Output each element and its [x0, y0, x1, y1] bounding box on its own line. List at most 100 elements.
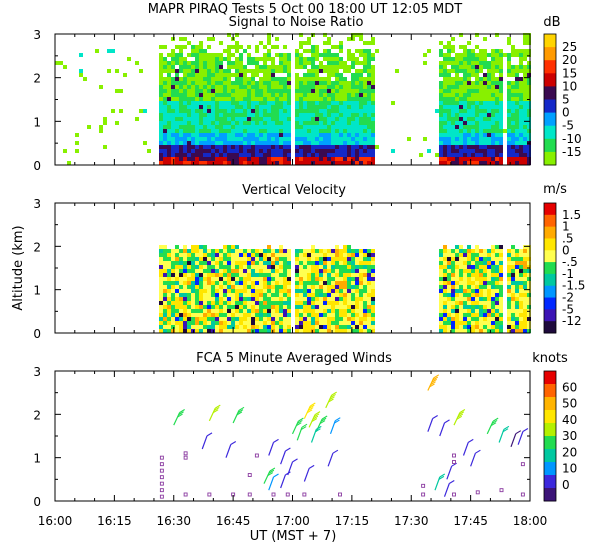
snr-cell — [247, 129, 251, 133]
velocity-cell — [251, 309, 255, 313]
snr-cell — [299, 45, 303, 49]
velocity-cell — [243, 325, 247, 329]
velocity-cell — [231, 297, 235, 301]
barb-flag — [321, 415, 328, 420]
snr-cell — [211, 53, 215, 57]
snr-cell — [311, 161, 315, 165]
snr-cell — [495, 129, 499, 133]
velocity-cell — [483, 325, 487, 329]
colorbar-swatch — [544, 262, 556, 275]
snr-cell — [363, 57, 367, 61]
snr-cell — [287, 85, 291, 89]
snr-cell — [423, 137, 427, 141]
snr-cell — [323, 93, 327, 97]
velocity-cell — [167, 313, 171, 317]
velocity-cell — [519, 297, 523, 301]
velocity-cell — [483, 261, 487, 265]
velocity-cell — [227, 301, 231, 305]
velocity-cell — [371, 261, 375, 265]
snr-cell — [279, 93, 283, 97]
velocity-cell — [523, 297, 527, 301]
velocity-cell — [351, 325, 355, 329]
snr-cell — [215, 101, 219, 105]
snr-cell — [199, 73, 203, 77]
snr-cell — [335, 141, 339, 145]
snr-cell — [455, 113, 459, 117]
snr-cell — [199, 65, 203, 69]
snr-cell — [339, 161, 343, 165]
snr-cell — [179, 157, 183, 161]
snr-cell — [363, 153, 367, 157]
snr-cell — [187, 161, 191, 165]
velocity-cell — [303, 249, 307, 253]
velocity-cell — [187, 305, 191, 309]
velocity-cell — [331, 317, 335, 321]
velocity-cell — [363, 293, 367, 297]
snr-cell — [295, 81, 299, 85]
velocity-cell — [351, 269, 355, 273]
snr-cell — [515, 85, 519, 89]
snr-cell — [487, 93, 491, 97]
snr-cell — [255, 61, 259, 65]
snr-cell — [259, 157, 263, 161]
snr-cell — [323, 41, 327, 45]
snr-cell — [491, 73, 495, 77]
snr-cell — [227, 117, 231, 121]
velocity-cell — [311, 281, 315, 285]
velocity-cell — [499, 301, 503, 305]
velocity-cell — [487, 293, 491, 297]
snr-cell — [219, 113, 223, 117]
colorbar-swatch — [544, 462, 556, 476]
velocity-cell — [511, 321, 515, 325]
snr-cell — [283, 93, 287, 97]
snr-cell — [187, 61, 191, 65]
snr-cell — [443, 89, 447, 93]
x-tick-labels: 16:00 16:15 16:30 16:45 17:00 17:15 17:30 17:45… — [38, 514, 548, 528]
snr-cell — [315, 125, 319, 129]
velocity-cell — [167, 305, 171, 309]
snr-cell — [483, 141, 487, 145]
snr-cell — [167, 153, 171, 157]
snr-cell — [279, 53, 283, 57]
snr-cell — [191, 105, 195, 109]
velocity-cell — [183, 309, 187, 313]
velocity-cell — [459, 289, 463, 293]
snr-cell — [247, 93, 251, 97]
velocity-cell — [171, 269, 175, 273]
velocity-cell — [283, 285, 287, 289]
velocity-cell — [443, 277, 447, 281]
snr-cell — [515, 125, 519, 129]
velocity-cell — [191, 265, 195, 269]
velocity-cell — [251, 301, 255, 305]
snr-cell — [287, 145, 291, 149]
snr-cell — [163, 101, 167, 105]
snr-cell — [287, 77, 291, 81]
snr-cell — [495, 141, 499, 145]
velocity-cell — [483, 277, 487, 281]
velocity-cell — [355, 273, 359, 277]
velocity-cell — [327, 297, 331, 301]
velocity-cell — [463, 269, 467, 273]
velocity-cell — [315, 321, 319, 325]
velocity-cell — [515, 281, 519, 285]
snr-cell — [511, 145, 515, 149]
snr-cell — [503, 53, 507, 57]
snr-cell — [275, 37, 279, 41]
snr-cell — [491, 161, 495, 165]
snr-cell — [359, 153, 363, 157]
snr-cell — [495, 109, 499, 113]
snr-cell — [215, 65, 219, 69]
velocity-cell — [243, 285, 247, 289]
barb-flag — [237, 409, 244, 414]
snr-cell — [471, 81, 475, 85]
snr-cell — [211, 97, 215, 101]
snr-cell — [351, 101, 355, 105]
velocity-cell — [159, 289, 163, 293]
snr-cell — [515, 97, 519, 101]
snr-cell — [255, 57, 259, 61]
snr-cell — [79, 53, 83, 57]
snr-cell — [447, 105, 451, 109]
velocity-cell — [167, 309, 171, 313]
snr-cell — [275, 129, 279, 133]
